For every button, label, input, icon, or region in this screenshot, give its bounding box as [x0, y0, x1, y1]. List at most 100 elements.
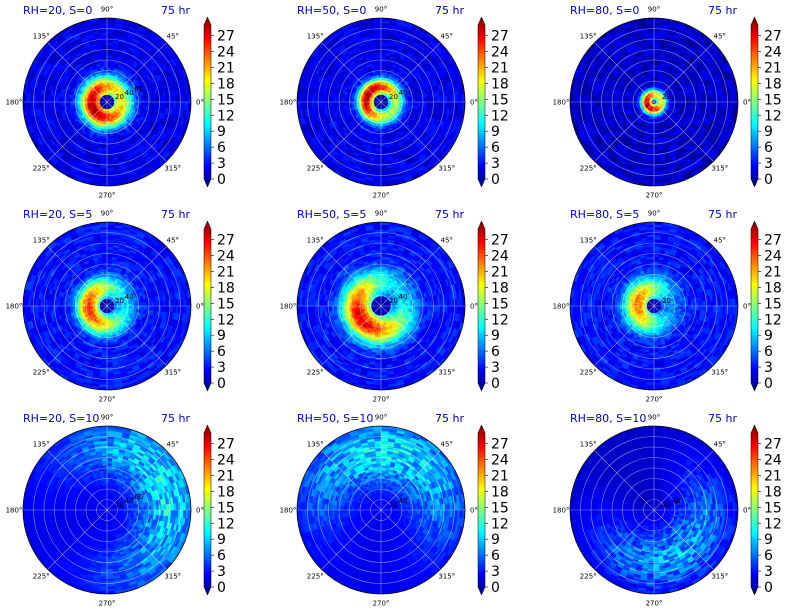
polar-panel: 20406090°45°0°315°270°225°180°135°RH=20,… — [6, 4, 235, 200]
colorbar-tick-label: 18 — [217, 76, 235, 92]
heat-cell — [351, 101, 355, 106]
heat-cell — [412, 101, 416, 106]
angle-label: 45° — [167, 33, 179, 41]
heat-cell — [405, 101, 409, 105]
radial-tick-label: 60 — [134, 85, 143, 93]
heat-cell — [106, 138, 112, 142]
heat-cell — [106, 64, 111, 68]
heat-cell — [375, 52, 382, 56]
heat-cell — [138, 98, 142, 103]
colorbar-tick-label: 0 — [491, 172, 500, 188]
heat-cell — [380, 52, 387, 56]
angle-label: 45° — [441, 33, 453, 41]
heat-cell — [378, 123, 382, 127]
heat-cell — [102, 62, 108, 66]
heat-cell — [106, 62, 112, 66]
colorbar-tick-label: 12 — [217, 108, 235, 124]
heat-cell — [141, 98, 145, 103]
heat-cell — [77, 98, 81, 103]
angle-label: 135° — [307, 33, 324, 41]
heat-cell — [341, 97, 345, 103]
heat-cell — [103, 72, 108, 76]
colorbar-tick-label: 24 — [217, 45, 235, 61]
panels: 20406090°45°0°315°270°225°180°135°RH=20,… — [6, 4, 782, 608]
heat-cell — [106, 54, 112, 58]
heat-cell — [59, 97, 63, 103]
heat-cell — [143, 97, 147, 103]
heat-cell — [106, 146, 112, 150]
heat-cell — [106, 52, 113, 56]
heat-cell — [415, 98, 419, 103]
heat-cell — [331, 96, 335, 103]
heat-cell — [333, 97, 337, 103]
heat-cell — [376, 138, 382, 142]
colorbar-tick-label: 21 — [217, 60, 235, 76]
heat-cell — [412, 98, 416, 103]
heat-cell — [67, 97, 71, 103]
heat-cell — [380, 128, 385, 132]
heat-cell — [106, 77, 110, 81]
colorbar-tick-label: 18 — [491, 76, 509, 92]
radial-tick-label: 20 — [389, 93, 398, 101]
angle-label: 315° — [164, 164, 181, 172]
heat-cell — [106, 74, 110, 78]
colorbar-tick-label: 6 — [217, 140, 226, 156]
heat-cell — [67, 101, 71, 107]
heat-cell — [69, 98, 73, 103]
colorbar-tick-label: 3 — [491, 156, 500, 172]
heat-field — [23, 18, 191, 186]
heat-cell — [102, 54, 108, 58]
heat-cell — [138, 101, 142, 106]
colorbar-tick-label: 12 — [491, 108, 509, 124]
radial-tick-label: 40 — [399, 89, 408, 97]
heat-cell — [153, 96, 157, 103]
colorbar-bar — [203, 16, 212, 188]
heat-cell — [376, 62, 382, 66]
heat-cell — [346, 101, 350, 106]
heat-cell — [427, 101, 431, 108]
heat-cell — [417, 101, 421, 107]
colorbar-tick-label: 9 — [217, 124, 226, 140]
colorbar-tick-label: 24 — [491, 45, 509, 61]
heat-cell — [103, 67, 108, 71]
heat-cell — [402, 101, 406, 105]
colorbar-tick-label: 15 — [491, 92, 509, 108]
heat-cell — [131, 101, 135, 105]
heat-cell — [407, 98, 411, 103]
colorbar-tick-label: 21 — [491, 60, 509, 76]
angle-label: 270° — [99, 192, 116, 200]
heat-cell — [380, 146, 386, 150]
angle-label: 270° — [373, 192, 390, 200]
heat-cell — [106, 133, 111, 137]
heat-cell — [351, 98, 355, 103]
heat-cell — [343, 98, 347, 103]
heat-cell — [106, 136, 111, 140]
heat-cell — [380, 148, 387, 152]
angle-label: 180° — [6, 99, 23, 107]
angle-label: 0° — [196, 99, 204, 107]
heat-cell — [102, 146, 108, 150]
heat-cell — [143, 101, 147, 107]
heat-cell — [104, 123, 108, 127]
heat-cell — [375, 148, 382, 152]
heat-cell — [425, 101, 429, 107]
heat-cell — [72, 101, 76, 106]
heat-cell — [377, 72, 382, 76]
heat-cell — [380, 64, 385, 68]
heat-cell — [82, 99, 86, 103]
colorbar-tick-label: 0 — [217, 172, 226, 188]
heat-cell — [101, 52, 108, 56]
colorbar-bar — [477, 16, 486, 188]
angle-label: 90° — [375, 6, 387, 14]
heat-cell — [102, 138, 108, 142]
heat-cell — [106, 67, 111, 71]
heat-cell — [415, 101, 419, 106]
heat-cell — [77, 101, 81, 106]
heat-cell — [377, 64, 382, 68]
heat-cell — [425, 97, 429, 103]
heat-cell — [106, 128, 111, 132]
